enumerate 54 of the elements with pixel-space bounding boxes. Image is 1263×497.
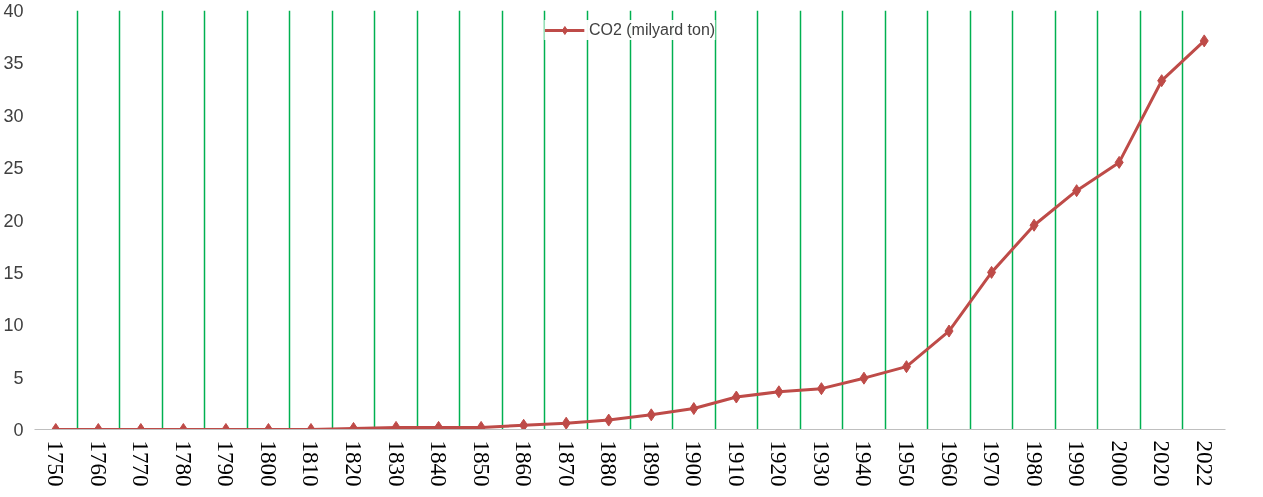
point: [1114, 155, 1124, 169]
x-tick-label: 1910: [723, 440, 749, 487]
x-tick-label: 1780: [170, 440, 196, 487]
point: [944, 324, 954, 338]
x-tick-label: 1940: [851, 440, 877, 487]
y-tick-label: 15: [3, 262, 24, 283]
x-tick-label: 2000: [1106, 440, 1132, 487]
point: [1199, 34, 1209, 48]
point: [901, 360, 911, 374]
x-tick-label: 1850: [468, 440, 494, 487]
y-tick-label: 35: [3, 53, 24, 74]
x-tick-label: 1750: [43, 440, 69, 487]
point: [604, 413, 614, 427]
x-tick-label: 1920: [766, 440, 792, 487]
y-tick-label: 20: [3, 210, 24, 231]
y-tick-label: 0: [13, 420, 24, 440]
point: [1029, 218, 1039, 232]
point: [519, 418, 529, 430]
x-tick-label: 1820: [341, 440, 367, 487]
legend-label: CO2 (milyard ton): [588, 21, 716, 39]
x-tick-label: 1770: [128, 440, 154, 487]
x-tick-label: 1880: [596, 440, 622, 487]
x-tick-label: 1960: [936, 440, 962, 487]
point: [816, 382, 826, 396]
x-tick-label: 1800: [255, 440, 281, 487]
point: [1157, 74, 1167, 88]
x-tick-label: 1890: [638, 440, 664, 487]
x-tick-label: 1950: [893, 440, 919, 487]
y-tick-label: 25: [3, 158, 24, 179]
x-tick-label: 1790: [213, 440, 239, 487]
x-tick-label: 1860: [511, 440, 537, 487]
y-tick-label: 30: [3, 105, 24, 126]
x-tick-label: 1990: [1064, 440, 1090, 487]
x-tick-label: 1900: [681, 440, 707, 487]
point: [987, 265, 997, 279]
y-tick-label: 10: [3, 315, 24, 336]
point: [731, 390, 741, 404]
x-tick-label: 1930: [808, 440, 834, 487]
y-tick-label: 5: [13, 367, 24, 388]
x-tick-label: 1760: [85, 440, 111, 487]
x-tick-label: 2020: [1149, 440, 1175, 487]
x-tick-label: 1980: [1021, 440, 1047, 487]
point: [646, 408, 656, 422]
point: [859, 371, 869, 385]
x-tick-label: 1870: [553, 440, 579, 487]
point: [561, 416, 571, 430]
point: [1072, 184, 1082, 198]
x-tick-label: 1840: [426, 440, 452, 487]
x-tick-label: 1970: [979, 440, 1005, 487]
y-tick-label: 40: [3, 1, 24, 21]
x-tick-label: 1830: [383, 440, 409, 487]
point: [774, 385, 784, 399]
x-tick-label: 2022: [1191, 440, 1217, 487]
x-tick-label: 1810: [298, 440, 324, 487]
